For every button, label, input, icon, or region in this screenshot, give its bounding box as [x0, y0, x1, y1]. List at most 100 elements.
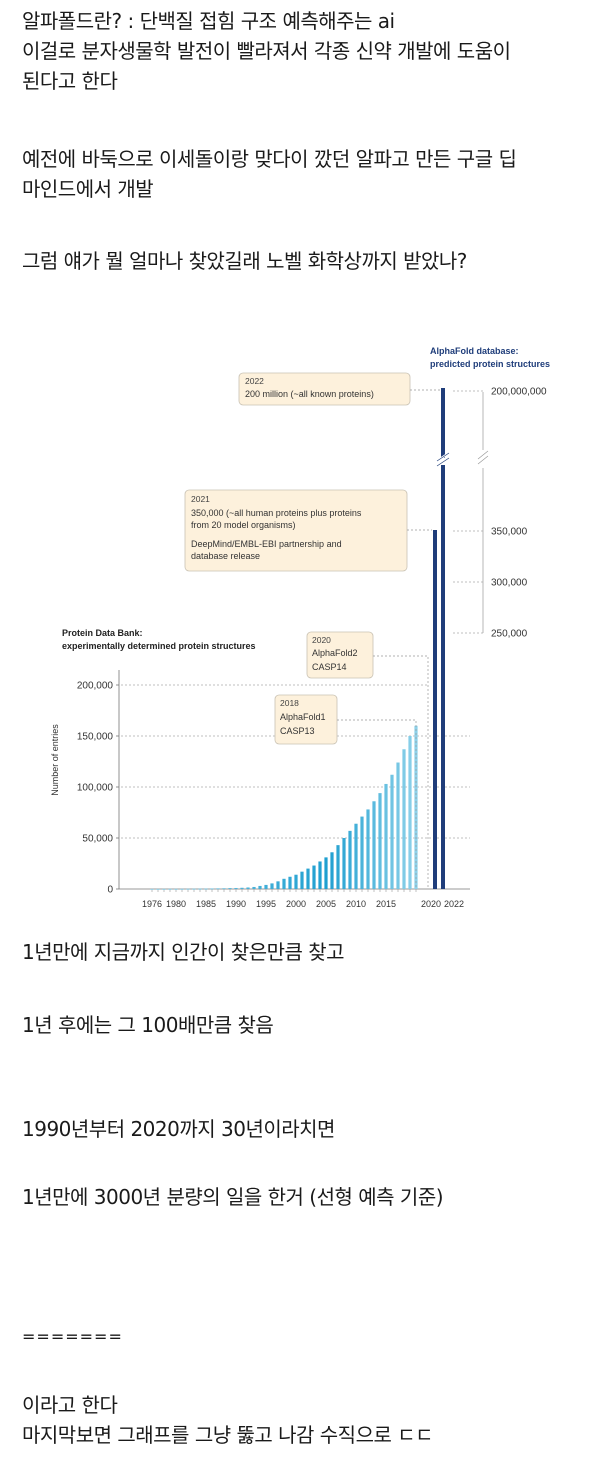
- annotation-2018-line: AlphaFold1: [280, 712, 326, 722]
- pdb-bar: [354, 823, 358, 889]
- pdb-bar: [174, 888, 178, 890]
- pdb-heading: Protein Data Bank:: [62, 628, 143, 638]
- text-line: 이걸로 분자생물학 발전이 빨라져서 각종 신약 개발에 도움이: [22, 39, 511, 63]
- pdb-bar: [366, 809, 370, 889]
- pdb-bar: [330, 852, 334, 889]
- y-tick-label: 100,000: [77, 783, 114, 794]
- paragraph-one-year: 1년만에 지금까지 인간이 찾은만큼 찾고: [22, 937, 345, 967]
- annotation-2021-year: 2021: [191, 494, 210, 504]
- afdb-bar-2022-top: [441, 388, 445, 458]
- y-tick-label: 200,000: [77, 681, 114, 692]
- text-line: 마인드에서 개발: [22, 177, 154, 201]
- pdb-bar: [408, 736, 412, 889]
- afdb-bar-2021: [433, 530, 437, 889]
- pdb-bar: [300, 871, 304, 889]
- paragraph-question: 그럼 얘가 뭘 얼마나 찾았길래 노벨 화학상까지 받았나?: [22, 246, 467, 276]
- paragraph-intro: 알파폴드란? : 단백질 접힘 구조 예측해주는 ai 이걸로 분자생물학 발전…: [22, 6, 511, 96]
- annotation-2018-line: CASP13: [280, 726, 315, 736]
- text-line: 1년만에 3000년 분량의 일을 한거 (선형 예측 기준): [22, 1185, 444, 1209]
- y-axis-label: Number of entries: [50, 724, 60, 796]
- pdb-bar: [384, 783, 388, 889]
- afdb-heading: predicted protein structures: [430, 359, 550, 369]
- text-line: 1년만에 지금까지 인간이 찾은만큼 찾고: [22, 940, 345, 964]
- right-tick-label: 250,000: [491, 629, 528, 640]
- x-tick-label: 2015: [376, 899, 396, 909]
- pdb-bar: [198, 888, 202, 890]
- annotation-2021-box: [184, 489, 408, 572]
- x-tick-label: 1990: [226, 899, 246, 909]
- annotation-2020-line: AlphaFold2: [312, 648, 358, 658]
- text-line: 그럼 얘가 뭘 얼마나 찾았길래 노벨 화학상까지 받았나?: [22, 249, 467, 273]
- pdb-bar: [378, 793, 382, 889]
- pdb-bar: [396, 762, 400, 889]
- pdb-bar: [390, 774, 394, 889]
- annotation-2020-year: 2020: [312, 635, 331, 645]
- text-line: 된다고 한다: [22, 69, 118, 93]
- text-line: 마지막보면 그래프를 그냥 뚫고 나감 수직으로 ㄷㄷ: [22, 1423, 434, 1447]
- pdb-bar: [234, 887, 238, 889]
- text-line: 이라고 한다: [22, 1393, 118, 1417]
- x-tick-label: 1985: [196, 899, 216, 909]
- pdb-bar: [186, 888, 190, 890]
- pdb-bar: [342, 838, 346, 889]
- pdb-bar: [282, 878, 286, 889]
- pdb-bar: [270, 883, 274, 889]
- pdb-bar: [162, 888, 166, 890]
- pdb-bar: [372, 801, 376, 889]
- x-tick-label: 1995: [256, 899, 276, 909]
- x-tick-label: 2005: [316, 899, 336, 909]
- pdb-heading: experimentally determined protein struct…: [62, 641, 256, 651]
- y-tick-label: 150,000: [77, 732, 114, 743]
- text-line: 알파폴드란? : 단백질 접힘 구조 예측해주는 ai: [22, 9, 395, 33]
- annotation-2021-line: from 20 model organisms): [191, 520, 296, 530]
- pdb-bar: [216, 888, 220, 890]
- right-tick-label: 200,000,000: [491, 387, 547, 398]
- pdb-bar: [192, 888, 196, 890]
- right-axis-break: [477, 450, 489, 465]
- pdb-bar: [318, 861, 322, 889]
- pdb-bar: [222, 888, 226, 890]
- pdb-bar: [150, 888, 154, 890]
- paragraph-conclusion: 이라고 한다 마지막보면 그래프를 그냥 뚫고 나감 수직으로 ㄷㄷ: [22, 1390, 434, 1450]
- afdb-bar-2022-bottom: [441, 465, 445, 889]
- x-tick-label: 2010: [346, 899, 366, 909]
- afdb-break-outline: [436, 452, 450, 467]
- pdb-bar: [168, 888, 172, 890]
- annotation-2018-box: [274, 694, 338, 745]
- afdb-heading: AlphaFold database:: [430, 346, 519, 356]
- right-tick-label: 300,000: [491, 578, 528, 589]
- pdb-bar: [156, 888, 160, 890]
- pdb-bar: [348, 830, 352, 889]
- pdb-bar: [228, 888, 232, 889]
- paragraph-3000-years: 1년만에 3000년 분량의 일을 한거 (선형 예측 기준): [22, 1182, 444, 1212]
- pdb-bar: [252, 886, 256, 889]
- annotation-2022-year: 2022: [245, 376, 264, 386]
- text-line: =======: [22, 1327, 123, 1346]
- pdb-bar: [210, 888, 214, 890]
- pdb-bar: [360, 816, 364, 889]
- pdb-bar: [336, 845, 340, 889]
- separator-line: =======: [22, 1322, 123, 1352]
- pdb-bar: [240, 887, 244, 889]
- y-tick-label: 0: [107, 885, 113, 896]
- alphafold-chart: 0 50,000 100,000 150,000 200,000 Number of en…: [50, 346, 550, 909]
- pdb-bar: [312, 865, 316, 889]
- pdb-bar: [204, 888, 208, 890]
- annotation-2020-line: CASP14: [312, 662, 347, 672]
- paragraph-deepmind: 예전에 바둑으로 이세돌이랑 맞다이 깠던 알파고 만든 구글 딥 마인드에서 …: [22, 144, 517, 204]
- paragraph-thirty-years: 1990년부터 2020까지 30년이라치면: [22, 1114, 335, 1144]
- paragraph-hundredfold: 1년 후에는 그 100배만큼 찾음: [22, 1010, 274, 1040]
- pdb-bar: [414, 725, 418, 889]
- pdb-bar: [258, 885, 262, 889]
- x-tick-label: 2022: [444, 899, 464, 909]
- x-tick-label: 1980: [166, 899, 186, 909]
- text-line: 1990년부터 2020까지 30년이라치면: [22, 1117, 335, 1141]
- annotation-2018-year: 2018: [280, 698, 299, 708]
- annotation-2022-text: 200 million (~all known proteins): [245, 389, 374, 399]
- pdb-bar: [306, 868, 310, 889]
- annotation-2021-line: DeepMind/EMBL-EBI partnership and: [191, 539, 342, 549]
- pdb-bar: [402, 749, 406, 889]
- x-tick-label: 2000: [286, 899, 306, 909]
- y-tick-label: 50,000: [82, 834, 113, 845]
- annotation-2021-line: database release: [191, 551, 260, 561]
